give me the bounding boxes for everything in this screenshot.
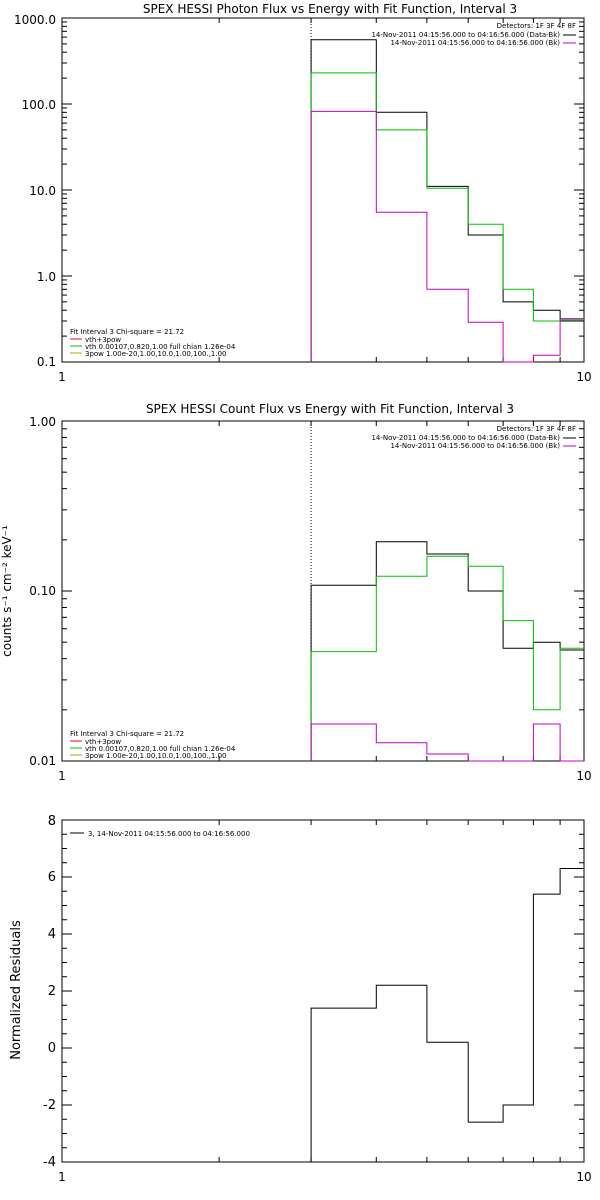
legend-entry-text: 14-Nov-2011 04:15:56.000 to 04:16:56.000… [390, 442, 560, 450]
legend-header: Fit Interval 3 Chi-square = 21.72 [70, 730, 184, 738]
legend-entry-text: 14-Nov-2011 04:15:56.000 to 04:16:56.000… [371, 434, 560, 442]
legend-top: Detectors: 1F 3F 4F 8F 14-Nov-2011 04:15… [371, 425, 576, 450]
y-tick-label: -4 [43, 1155, 56, 1170]
y-tick-label: 1000.0 [14, 13, 56, 27]
tick-labels: -4 -2 0 2 4 6 8 1 10 [43, 814, 592, 1184]
y-tick-label: 0.1 [37, 355, 56, 369]
legend-top: 3, 14-Nov-2011 04:15:56.000 to 04:16:56.… [70, 830, 250, 838]
axis-ticks [62, 17, 584, 363]
x-tick-label: 1 [58, 1170, 66, 1184]
legend-header: Fit Interval 3 Chi-square = 21.72 [70, 328, 184, 336]
y-axis-label: counts s⁻¹ cm⁻² keV⁻¹ [0, 525, 14, 657]
y-tick-label: 100.0 [22, 98, 56, 112]
legend-entry-text: vth 0.00107,0.820,1.00 full chian 1.26e-… [85, 343, 236, 351]
legend-entry-text: vth+3pow [85, 336, 121, 344]
y-tick-label: 10.0 [29, 184, 56, 198]
axis-ticks [62, 819, 584, 1163]
chart-title: SPEX HESSI Count Flux vs Energy with Fit… [146, 402, 514, 416]
legend-entry-text: 14-Nov-2011 04:15:56.000 to 04:16:56.000… [371, 31, 560, 39]
photon-flux-panel: SPEX HESSI Photon Flux vs Energy with Fi… [14, 2, 592, 384]
plot-frame [61, 17, 585, 363]
y-tick-label: 2 [48, 984, 56, 999]
series-data-bk [310, 541, 584, 761]
series-bk [310, 723, 584, 762]
series-group [310, 541, 584, 762]
y-tick-label: 6 [48, 870, 56, 885]
series-data-bk [310, 39, 584, 362]
chart-title: SPEX HESSI Photon Flux vs Energy with Fi… [143, 2, 517, 16]
count-flux-panel: SPEX HESSI Count Flux vs Energy with Fit… [0, 402, 592, 783]
legend-bottom: Fit Interval 3 Chi-square = 21.72 vth+3p… [70, 730, 236, 760]
x-tick-label: 10 [576, 1170, 591, 1184]
y-tick-label: 1.00 [29, 415, 56, 429]
x-tick-label: 1 [58, 769, 66, 783]
series-3-14-nov-2011-04-15-56-000-to-04-16-56-000 [310, 868, 584, 1162]
series-group [310, 868, 584, 1162]
x-tick-label: 10 [576, 370, 591, 384]
legend-entry-text: 3, 14-Nov-2011 04:15:56.000 to 04:16:56.… [88, 830, 250, 838]
y-tick-label: 4 [48, 927, 56, 942]
series-bk [310, 110, 584, 363]
y-tick-label: 8 [48, 814, 56, 829]
legend-header: Detectors: 1F 3F 4F 8F [497, 425, 576, 433]
legend-entry-text: 3pow 1.00e-20,1.00,10.0,1.00,100.,1.00 [85, 350, 227, 358]
legend-entry-text: 3pow 1.00e-20,1.00,10.0,1.00,100.,1.00 [85, 752, 227, 760]
legend-entry-text: vth 0.00107,0.820,1.00 full chian 1.26e-… [85, 745, 236, 753]
residuals-panel: -4 -2 0 2 4 6 8 1 10 Normalized Residual… [9, 814, 592, 1184]
axis-ticks [62, 420, 584, 762]
x-tick-label: 1 [58, 370, 66, 384]
tick-labels: 0.1 1.0 10.0 100.0 1000.0 1 10 [14, 13, 592, 384]
series-group [310, 39, 584, 363]
legend-entry-text: 14-Nov-2011 04:15:56.000 to 04:16:56.000… [390, 39, 560, 47]
y-tick-label: 0.01 [29, 754, 56, 768]
y-tick-label: 1.0 [37, 270, 56, 284]
legend-entry-text: vth+3pow [85, 738, 121, 746]
series-vth-3pow [310, 72, 584, 362]
y-tick-label: 0 [48, 1041, 56, 1056]
y-tick-label: 0.10 [29, 584, 56, 598]
legend-top: Detectors: 1F 3F 4F 8F 14-Nov-2011 04:15… [371, 22, 576, 47]
tick-labels: 0.01 0.10 1.00 1 10 [29, 415, 591, 783]
legend-header: Detectors: 1F 3F 4F 8F [497, 22, 576, 30]
plot-frame [61, 420, 585, 762]
y-tick-label: -2 [43, 1098, 56, 1113]
series-vth-3pow [310, 555, 584, 761]
x-tick-label: 10 [576, 769, 591, 783]
legend-bottom: Fit Interval 3 Chi-square = 21.72 vth+3p… [70, 328, 236, 358]
plot-frame [61, 819, 585, 1163]
y-axis-label: Normalized Residuals [9, 920, 24, 1060]
